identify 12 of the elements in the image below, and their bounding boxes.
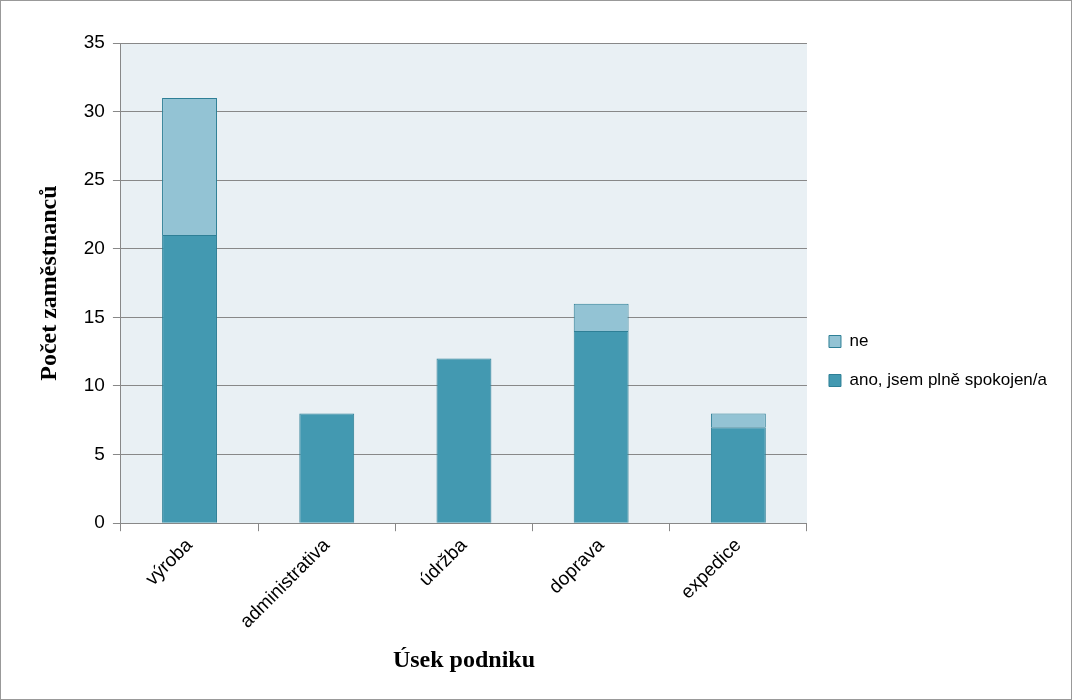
y-tick-label: 10 [83,374,105,396]
y-tick-label: 30 [83,99,105,121]
legend-label: ne [849,331,869,351]
y-tick-label: 35 [83,31,105,53]
y-axis-title: Počet zaměstnanců [34,185,61,381]
legend-label: ano, jsem plně spokojen/a [849,370,1048,390]
y-tick-label: 5 [94,442,105,464]
y-tick-label: 25 [83,168,105,190]
y-tick-label: 0 [94,511,105,533]
y-tick-label: 20 [83,237,105,259]
x-axis-title: Úsek podniku [392,645,535,672]
y-tick-label: 15 [83,305,105,327]
